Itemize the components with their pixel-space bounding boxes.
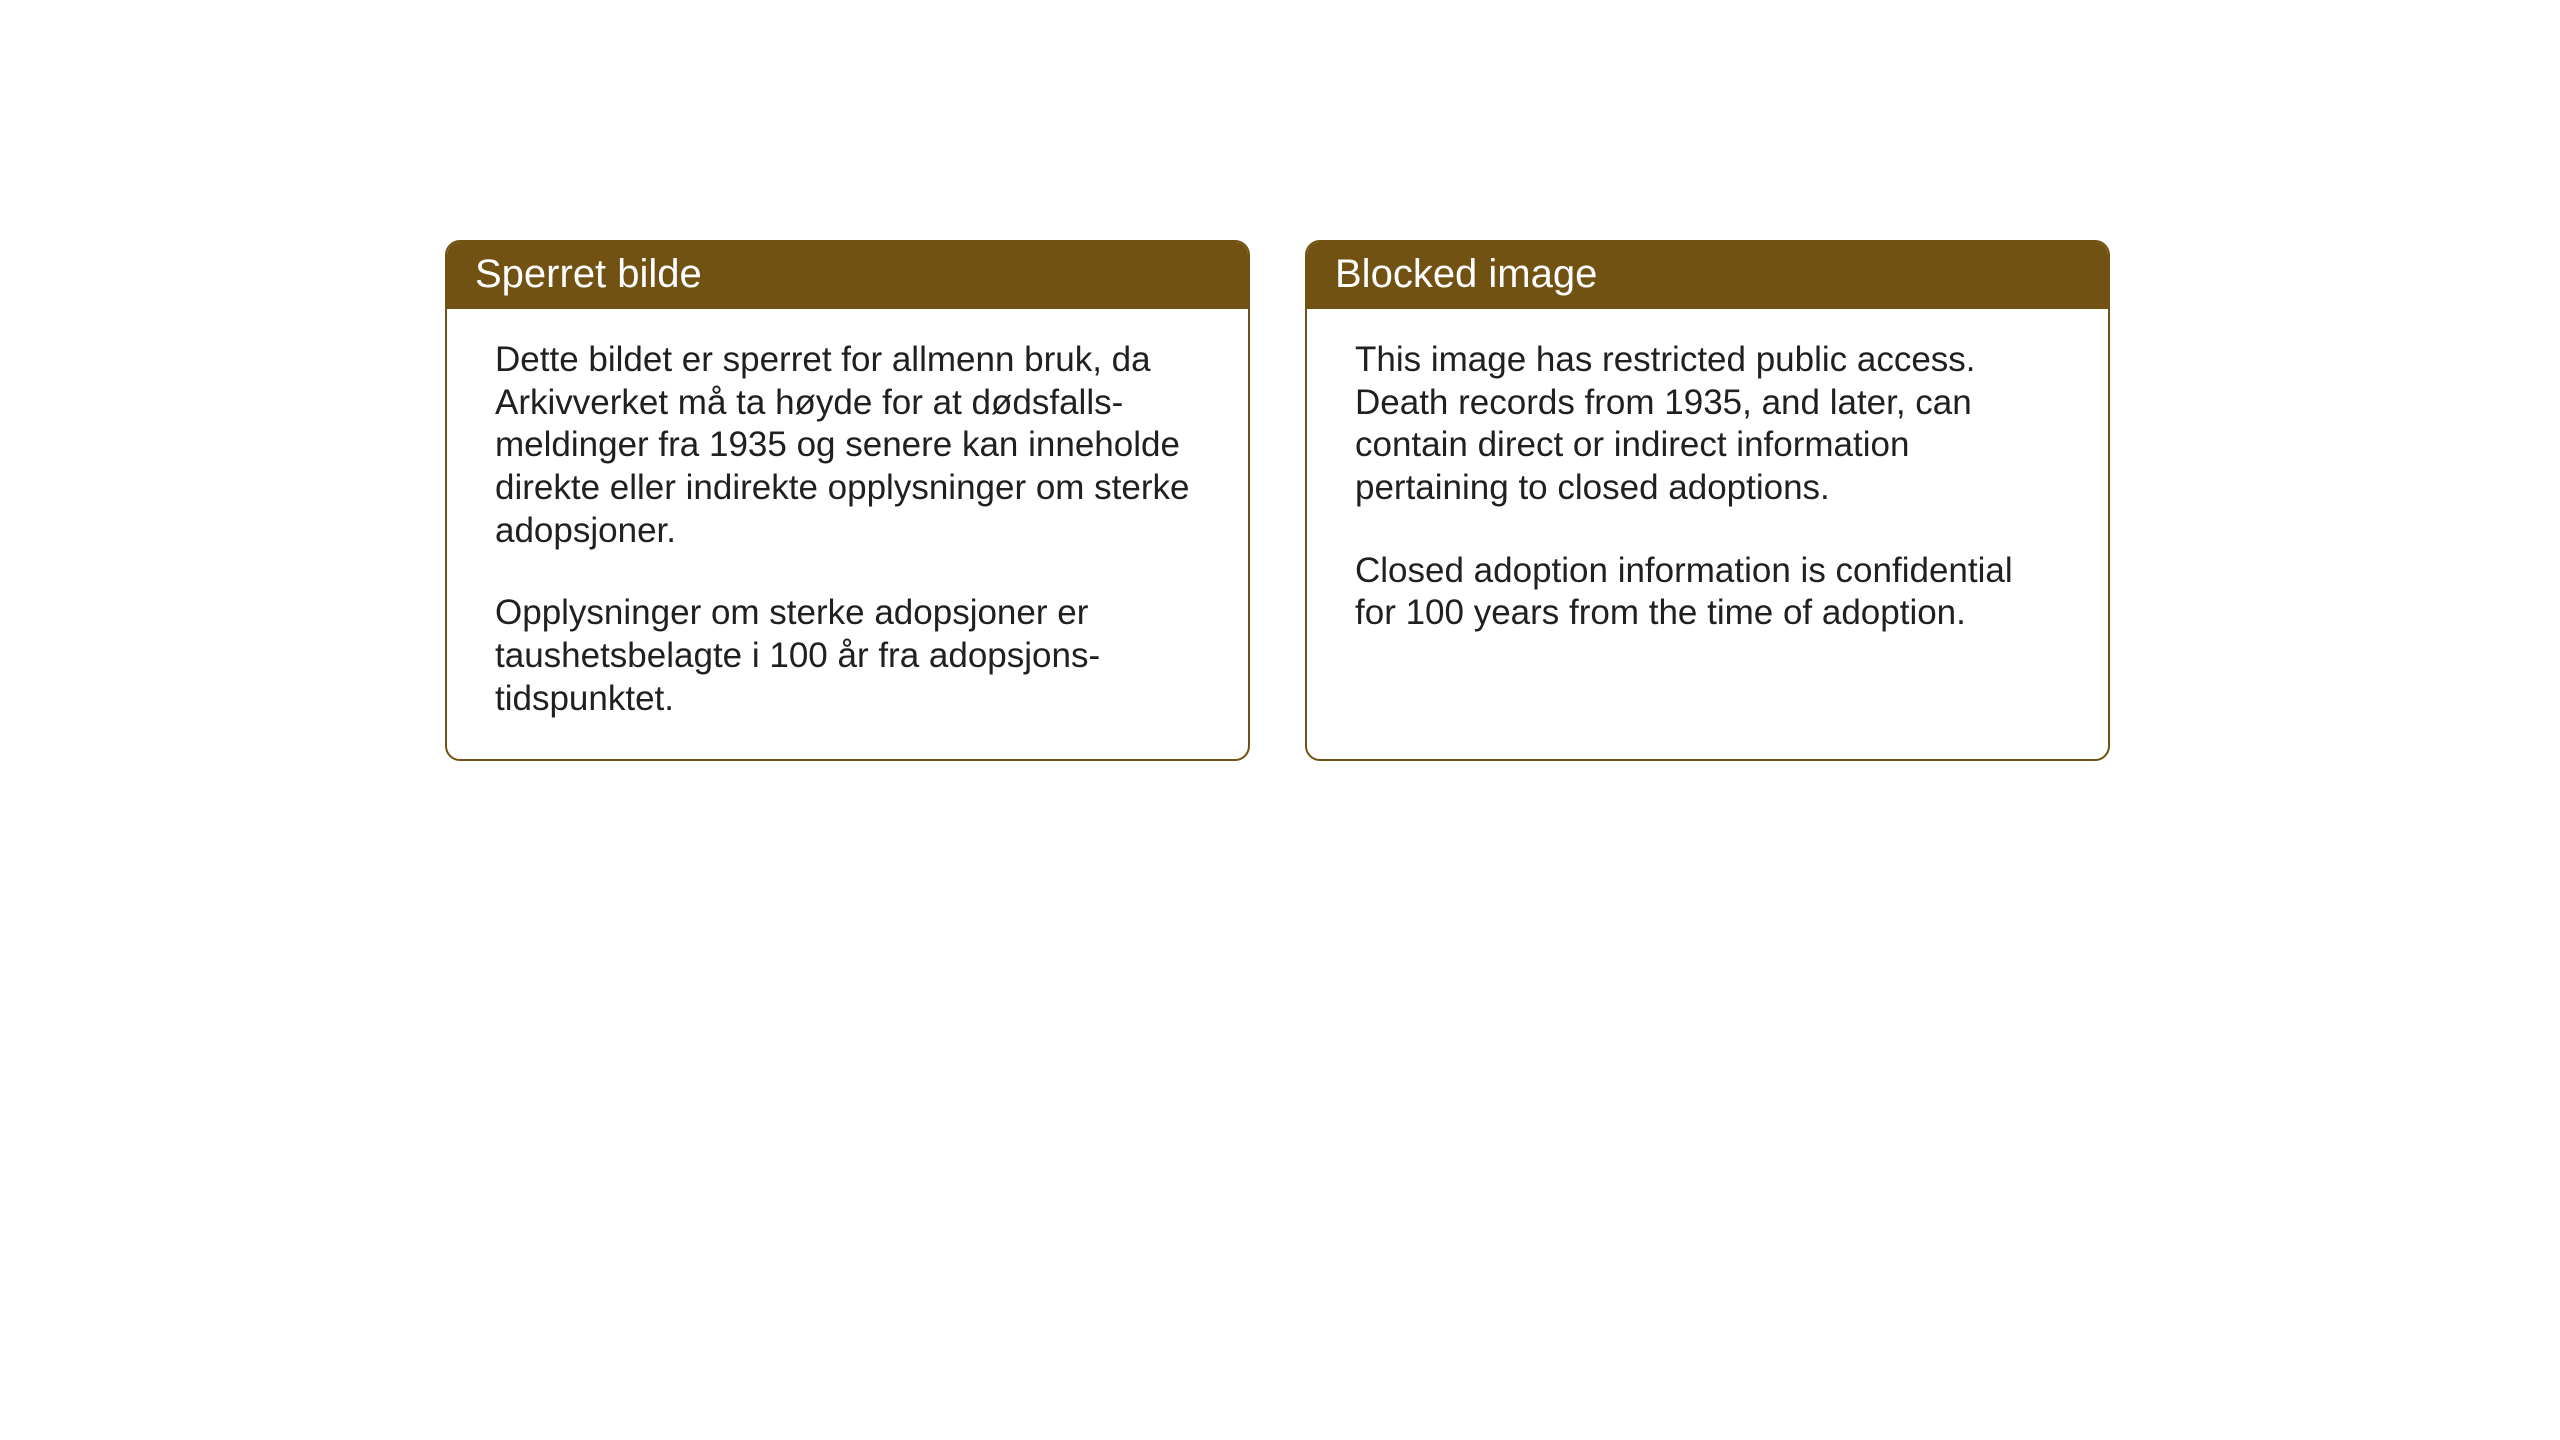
notice-container: Sperret bilde Dette bildet er sperret fo…	[445, 240, 2110, 761]
notice-card-english: Blocked image This image has restricted …	[1305, 240, 2110, 761]
paragraph-english-2: Closed adoption information is confident…	[1355, 550, 2060, 635]
card-body-english: This image has restricted public access.…	[1307, 309, 2108, 747]
card-header-norwegian: Sperret bilde	[447, 242, 1248, 309]
card-header-english: Blocked image	[1307, 242, 2108, 309]
notice-card-norwegian: Sperret bilde Dette bildet er sperret fo…	[445, 240, 1250, 761]
paragraph-norwegian-2: Opplysninger om sterke adopsjoner er tau…	[495, 592, 1200, 720]
paragraph-norwegian-1: Dette bildet er sperret for allmenn bruk…	[495, 339, 1200, 552]
paragraph-english-1: This image has restricted public access.…	[1355, 339, 2060, 510]
card-body-norwegian: Dette bildet er sperret for allmenn bruk…	[447, 309, 1248, 759]
